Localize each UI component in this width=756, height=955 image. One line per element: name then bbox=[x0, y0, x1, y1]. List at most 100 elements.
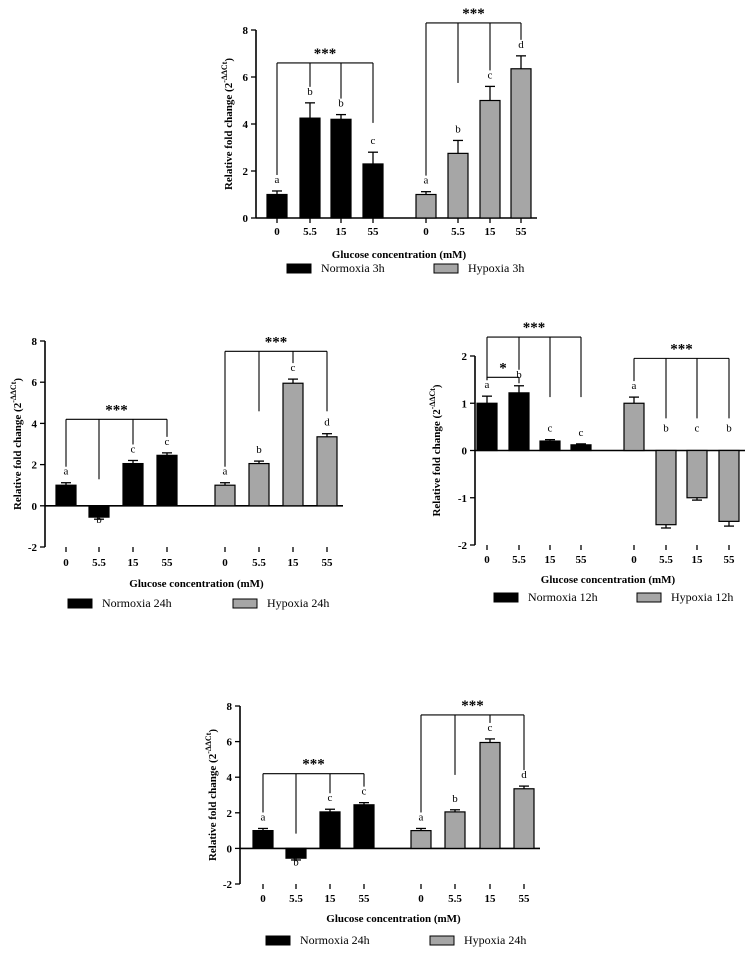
x-axis-title: Glucose concentration (mM) bbox=[326, 913, 461, 925]
normoxia-bar bbox=[508, 392, 530, 452]
x-tick-label: 5.5 bbox=[659, 554, 673, 566]
y-tick-label: 4 bbox=[243, 119, 249, 131]
y-axis-title-close: ) bbox=[207, 729, 219, 733]
significance-letter: b bbox=[726, 422, 732, 434]
significance-stars: *** bbox=[302, 757, 325, 773]
significance-letter: b bbox=[455, 123, 461, 135]
significance-letter: a bbox=[424, 175, 429, 187]
significance-bracket: *** bbox=[486, 320, 582, 398]
significance-stars: *** bbox=[105, 402, 128, 418]
y-tick-label: 2 bbox=[243, 166, 249, 178]
normoxia-bar bbox=[299, 117, 321, 219]
legend: Normoxia 24h Hypoxia 24h bbox=[67, 596, 329, 610]
legend-label: Normoxia 3h bbox=[321, 261, 385, 275]
x-tick-label: 15 bbox=[336, 226, 348, 238]
significance-letter: a bbox=[64, 466, 69, 478]
significance-stars: *** bbox=[461, 698, 484, 714]
significance-letter: a bbox=[223, 466, 228, 478]
x-tick-label: 0 bbox=[484, 554, 490, 566]
legend-swatch-hypoxia bbox=[636, 592, 662, 603]
significance-letter: a bbox=[419, 811, 424, 823]
hypoxia-bar bbox=[248, 462, 270, 507]
y-tick-label: 6 bbox=[32, 377, 38, 389]
significance-letter: c bbox=[548, 423, 553, 435]
significance-letter: c bbox=[362, 786, 367, 798]
significance-letter: a bbox=[632, 380, 637, 392]
y-tick-label: 6 bbox=[243, 72, 249, 84]
normoxia-bar bbox=[156, 454, 178, 507]
hypoxia-bar bbox=[510, 68, 532, 219]
significance-letter: d bbox=[521, 769, 527, 781]
significance-letter: a bbox=[275, 174, 280, 186]
x-tick-label: 55 bbox=[519, 893, 531, 905]
x-tick-label: 15 bbox=[485, 893, 497, 905]
hypoxia-bar bbox=[410, 829, 432, 849]
y-tick-label: 1 bbox=[462, 398, 468, 410]
significance-letter: a bbox=[485, 379, 490, 391]
y-tick-label: 8 bbox=[32, 336, 38, 348]
hypoxia-bar bbox=[447, 152, 469, 219]
y-tick-label: 4 bbox=[227, 772, 233, 784]
x-tick-label: 15 bbox=[485, 226, 497, 238]
y-tick-label: 0 bbox=[227, 843, 233, 855]
legend-swatch-hypoxia bbox=[433, 263, 459, 274]
hypoxia-bar bbox=[718, 449, 740, 522]
chart-panel-middle-left: -2 0 2 4 6 8 0 5.5 15 55 0 5.5 15 55 a b c c a b c d *** *** Rel… bbox=[9, 334, 343, 610]
hypoxia-bar bbox=[282, 382, 304, 507]
y-axis-title-main: Relative fold change (2 bbox=[223, 82, 235, 190]
legend-swatch-normoxia bbox=[493, 592, 519, 603]
significance-letter: a bbox=[261, 811, 266, 823]
hypoxia-bar bbox=[623, 402, 645, 452]
significance-letter: b bbox=[307, 86, 313, 98]
significance-letter: c bbox=[165, 436, 170, 448]
y-tick-label: -2 bbox=[458, 540, 468, 552]
y-axis-title-close: ) bbox=[12, 378, 24, 382]
y-tick-label: -1 bbox=[458, 493, 467, 505]
normoxia-bar bbox=[570, 444, 592, 452]
legend-swatch-normoxia bbox=[265, 935, 291, 946]
x-axis-title: Glucose concentration (mM) bbox=[541, 574, 676, 586]
chart-panel-top: 0 2 4 6 8 0 5.5 15 55 0 5.5 15 55 a b b c a b c d *** *** Relat… bbox=[220, 6, 537, 275]
x-tick-label: 0 bbox=[222, 557, 228, 569]
significance-letter: b bbox=[516, 369, 522, 381]
significance-letter: c bbox=[371, 135, 376, 147]
y-tick-label: 6 bbox=[227, 737, 233, 749]
x-tick-label: 5.5 bbox=[92, 557, 106, 569]
hypoxia-bar bbox=[686, 449, 708, 499]
significance-bracket: *** bbox=[633, 341, 730, 419]
x-tick-label: 55 bbox=[162, 557, 174, 569]
x-tick-label: 15 bbox=[128, 557, 140, 569]
x-tick-label: 55 bbox=[516, 226, 528, 238]
significance-letter: d bbox=[324, 417, 330, 429]
legend-label: Normoxia 12h bbox=[528, 590, 598, 604]
x-tick-label: 5.5 bbox=[448, 893, 462, 905]
legend-label: Hypoxia 3h bbox=[468, 261, 524, 275]
y-axis-title-close: ) bbox=[223, 58, 235, 62]
y-axis-title-close: ) bbox=[431, 384, 443, 388]
y-tick-label: -2 bbox=[28, 542, 38, 554]
significance-letter: b bbox=[452, 793, 458, 805]
significance-letter: c bbox=[695, 422, 700, 434]
significance-bracket: *** bbox=[262, 757, 365, 834]
y-tick-label: 2 bbox=[227, 808, 233, 820]
y-axis-title-superscript: -ΔΔCt bbox=[9, 381, 18, 402]
x-tick-label: 5.5 bbox=[303, 226, 317, 238]
legend-swatch-hypoxia bbox=[429, 935, 455, 946]
legend-swatch-normoxia bbox=[67, 598, 93, 609]
x-tick-label: 5.5 bbox=[512, 554, 526, 566]
normoxia-bar bbox=[252, 829, 274, 849]
significance-stars: *** bbox=[265, 334, 288, 350]
significance-letter: b bbox=[256, 444, 262, 456]
significance-bracket: *** bbox=[65, 402, 168, 480]
legend-label: Normoxia 24h bbox=[102, 596, 172, 610]
hypoxia-bar bbox=[513, 788, 535, 850]
legend: Normoxia 3h Hypoxia 3h bbox=[286, 261, 524, 275]
normoxia-bar bbox=[476, 402, 498, 452]
significance-letter: c bbox=[291, 362, 296, 374]
significance-letter: b bbox=[293, 856, 299, 868]
x-tick-label: 55 bbox=[359, 893, 371, 905]
legend-label: Hypoxia 12h bbox=[671, 590, 733, 604]
x-tick-label: 5.5 bbox=[289, 893, 303, 905]
